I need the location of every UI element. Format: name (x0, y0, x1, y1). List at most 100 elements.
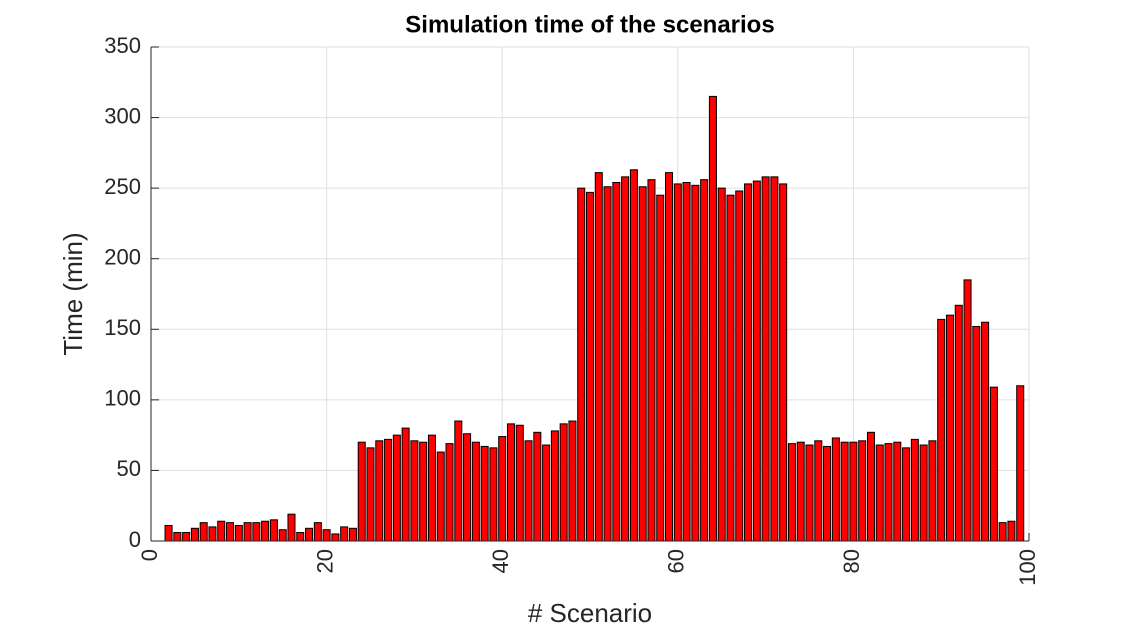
bar (559, 423, 568, 542)
bar (340, 526, 349, 542)
bar (542, 444, 551, 542)
x-tick-label: 40 (488, 549, 513, 573)
bar (840, 441, 849, 542)
bar (910, 438, 919, 542)
bar (682, 181, 691, 542)
bar (638, 186, 647, 542)
bar (796, 441, 805, 542)
bar (849, 441, 858, 542)
bar (305, 527, 314, 542)
bar (568, 420, 577, 542)
bar (261, 520, 270, 542)
bar (998, 522, 1007, 542)
x-tick-label: 20 (312, 549, 337, 573)
bar (208, 526, 217, 542)
bar (629, 169, 638, 542)
bar (392, 434, 401, 542)
bar (471, 441, 480, 542)
bar (506, 423, 515, 542)
bar (612, 181, 621, 542)
bar (708, 95, 717, 542)
bar (454, 420, 463, 542)
bar (893, 441, 902, 542)
bar (322, 529, 331, 542)
bar (647, 179, 656, 542)
bar (577, 187, 586, 542)
y-tick-label: 350 (104, 33, 141, 58)
bar (550, 430, 559, 542)
bar (173, 532, 182, 542)
bar (937, 318, 946, 542)
y-tick-label: 200 (104, 245, 141, 270)
bar (463, 433, 472, 542)
bar (700, 179, 709, 542)
bar (296, 532, 305, 542)
bar (858, 440, 867, 542)
bar (419, 441, 428, 542)
bar (585, 191, 595, 542)
bar (603, 186, 612, 542)
bar (621, 176, 630, 542)
bar (331, 533, 340, 542)
bar (919, 444, 928, 542)
bar (375, 440, 384, 542)
bar (1007, 520, 1016, 542)
bar (866, 431, 875, 542)
bar (779, 183, 788, 542)
bar (902, 447, 911, 542)
bar (963, 279, 972, 542)
bar (945, 314, 954, 542)
bar (480, 445, 489, 542)
x-tick-label: 100 (1015, 549, 1040, 586)
bar (594, 172, 603, 542)
bar (278, 529, 287, 542)
x-tick-label: 0 (137, 549, 162, 561)
y-tick-label: 300 (104, 103, 141, 128)
x-axis-label: # Scenario (528, 598, 652, 628)
bar (823, 445, 832, 542)
bar (199, 522, 208, 542)
bar (427, 434, 436, 542)
x-tick-label: 60 (664, 549, 689, 573)
bar (726, 194, 735, 542)
bar (348, 527, 357, 542)
bar (498, 436, 507, 542)
y-tick-label: 0 (129, 527, 141, 552)
bar (665, 172, 674, 542)
bar (972, 325, 981, 542)
y-axis-label: Time (min) (58, 232, 88, 355)
bar (269, 519, 278, 542)
bar (805, 444, 814, 542)
bar (761, 176, 770, 542)
bar (744, 183, 753, 542)
bar (989, 386, 998, 542)
bar (954, 304, 963, 542)
bar (366, 447, 375, 542)
bar (410, 440, 419, 542)
bar (252, 522, 261, 542)
bar (928, 440, 937, 542)
bar (182, 532, 191, 542)
bar (691, 184, 700, 542)
y-tick-label: 50 (117, 456, 141, 481)
bar (524, 440, 533, 542)
x-tick-label: 80 (839, 549, 864, 573)
bar (217, 520, 226, 542)
bar (656, 194, 665, 542)
bar (735, 190, 744, 542)
chart-title: Simulation time of the scenarios (405, 11, 774, 38)
bar (673, 183, 682, 542)
bar (489, 447, 498, 542)
bar (831, 437, 840, 542)
bar (787, 443, 796, 542)
bar (313, 522, 322, 542)
bar (226, 522, 235, 542)
bar (234, 524, 243, 542)
bar (981, 321, 990, 542)
bar (190, 527, 199, 542)
bar (436, 451, 445, 542)
bar (1016, 385, 1025, 542)
bar (770, 176, 779, 542)
bar (287, 513, 296, 542)
bar (717, 187, 726, 542)
